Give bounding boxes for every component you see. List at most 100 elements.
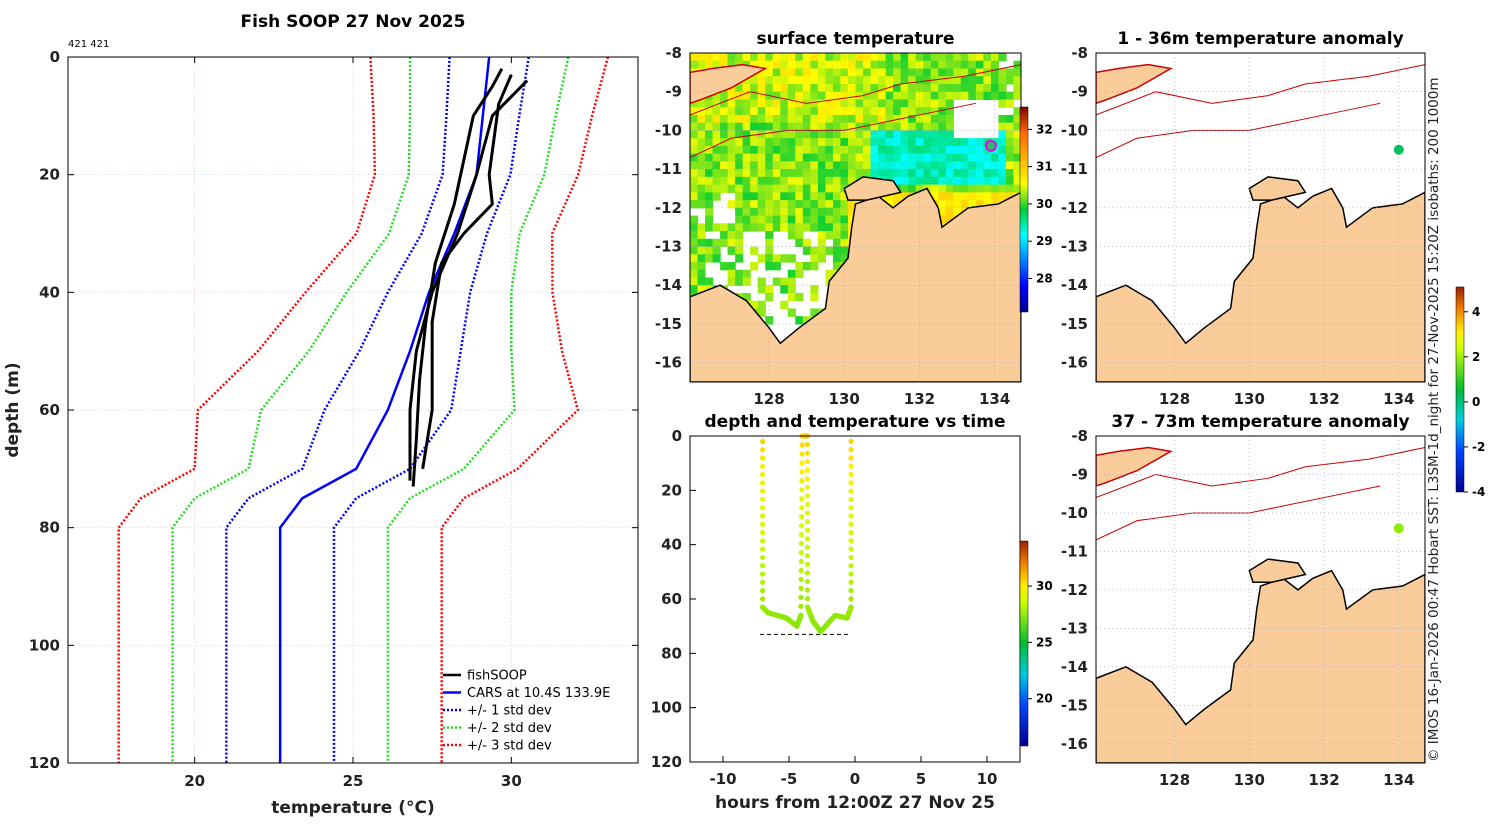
sst-cell	[690, 238, 699, 248]
sst-cell	[832, 231, 842, 240]
sst-cell	[945, 53, 954, 62]
sst-cell	[720, 176, 729, 186]
sst-cell	[878, 53, 887, 62]
sst-cell	[945, 122, 954, 132]
track-point	[804, 484, 811, 490]
sst-cell	[953, 76, 962, 85]
sst-cell	[832, 184, 842, 193]
sst-cell	[817, 169, 827, 178]
axes-box	[1095, 52, 1426, 383]
sst-cell	[817, 68, 827, 77]
sst-cell	[727, 161, 736, 170]
sst-cell	[975, 161, 984, 170]
sst-cell	[900, 107, 909, 116]
sst-cell	[900, 91, 909, 101]
sst-cell	[795, 153, 804, 162]
sst-cell	[930, 153, 939, 162]
sst-cell	[742, 161, 751, 170]
y-tick-label: -9	[1071, 465, 1088, 483]
sst-cell	[855, 107, 864, 116]
sst-cell	[757, 285, 766, 294]
sst-cell	[780, 76, 789, 85]
sst-cell	[885, 192, 894, 201]
sst-cell	[923, 122, 932, 132]
sst-cell	[885, 122, 894, 132]
sst-cell	[787, 169, 796, 178]
sst-cell	[735, 223, 744, 232]
sst-cell	[998, 145, 1007, 155]
sst-cell	[787, 184, 796, 193]
sst-cell	[915, 107, 924, 116]
sst-cell	[802, 83, 811, 93]
sst-cell	[817, 231, 827, 240]
sst-cell	[720, 153, 729, 162]
sst-cell	[750, 76, 759, 85]
sst-cell	[953, 60, 962, 70]
colorbar-tick-label: 0	[1472, 395, 1480, 409]
sst-cell	[795, 262, 804, 271]
sst-cell	[847, 153, 857, 162]
sst-cell	[802, 246, 811, 255]
sst-cell	[893, 192, 902, 201]
x-tick-label: 20	[184, 772, 205, 790]
sst-cell	[960, 192, 969, 201]
track-point	[760, 554, 766, 561]
track-point	[799, 496, 805, 502]
x-tick-label: 134	[1383, 771, 1414, 789]
sst-cell	[780, 285, 789, 294]
sst-cell	[998, 130, 1007, 139]
sst-cell	[930, 53, 939, 62]
sst-cell	[900, 153, 909, 162]
sst-cell	[870, 138, 879, 147]
sst-cell	[1013, 169, 1021, 178]
legend-entry: +/- 3 std dev	[467, 739, 552, 754]
sst-cell	[885, 91, 894, 101]
sst-cell	[697, 223, 706, 232]
sst-cell	[983, 192, 992, 201]
sst-cell	[832, 145, 842, 155]
sst-cell	[847, 145, 857, 155]
sst-cell	[772, 200, 781, 209]
track-point	[760, 505, 766, 511]
sst-cell	[832, 246, 842, 255]
sst-cell	[975, 153, 984, 162]
sst-cell	[983, 200, 992, 209]
sst-cell	[998, 184, 1007, 193]
sst-cell	[900, 76, 909, 85]
track-point	[760, 521, 766, 527]
sst-cell	[787, 215, 796, 224]
track-point	[804, 578, 811, 585]
sst-cell	[915, 91, 924, 101]
sst-cell	[930, 169, 939, 178]
y-tick-label: -9	[665, 83, 682, 101]
colorbar-tick-label: 25	[1036, 635, 1053, 649]
sst-cell	[923, 153, 932, 162]
sst-cell	[945, 83, 954, 93]
sst-cell	[983, 53, 992, 62]
x-tick-label: 134	[1383, 390, 1414, 408]
std-dev-3-line	[117, 56, 377, 763]
std-dev-2-line	[386, 56, 570, 763]
sst-cell	[802, 262, 811, 271]
sst-cell	[908, 99, 917, 108]
sst-cell	[960, 83, 969, 93]
sst-cell	[705, 207, 714, 217]
sst-cell	[787, 107, 796, 116]
sst-cell	[975, 176, 984, 186]
sst-cell	[727, 153, 736, 162]
sst-cell	[757, 300, 766, 310]
sst-cell	[847, 53, 857, 62]
sst-cell	[1013, 76, 1021, 85]
sst-cell	[825, 122, 834, 132]
sst-cell	[938, 60, 947, 70]
sst-cell	[757, 99, 766, 108]
sst-cell	[802, 207, 811, 217]
track-point	[848, 521, 854, 527]
sst-cell	[870, 130, 879, 139]
sst-cell	[968, 200, 977, 209]
sst-cell	[787, 99, 796, 108]
sst-cell	[953, 53, 962, 62]
sst-cell	[697, 153, 706, 162]
sst-cell	[908, 169, 917, 178]
sst-cell	[968, 68, 977, 77]
